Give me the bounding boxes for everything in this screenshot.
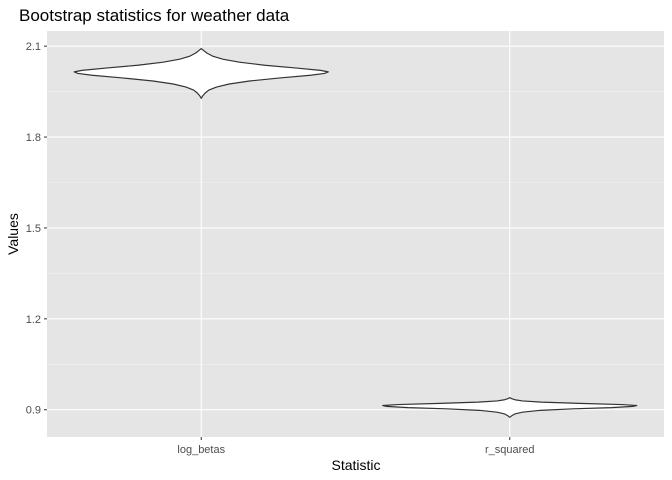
y-axis: 0.9 1.2 1.5 1.8 2.1 bbox=[26, 41, 47, 417]
x-tick-label: r_squared bbox=[485, 444, 535, 456]
y-tick-label: 1.5 bbox=[26, 223, 41, 235]
y-axis-title: Values bbox=[5, 213, 21, 255]
y-tick-label: 1.2 bbox=[26, 314, 41, 326]
violin-log-betas bbox=[73, 47, 329, 99]
y-tick-label: 1.8 bbox=[26, 132, 41, 144]
y-tick-label: 0.9 bbox=[26, 405, 41, 417]
violins bbox=[73, 47, 638, 418]
major-gridlines bbox=[47, 31, 664, 437]
chart-title: Bootstrap statistics for weather data bbox=[19, 6, 290, 25]
x-axis-title: Statistic bbox=[331, 457, 380, 473]
x-axis: log_betas r_squared bbox=[177, 437, 535, 456]
y-tick-label: 2.1 bbox=[26, 41, 41, 53]
minor-gridlines bbox=[47, 91, 664, 365]
violin-r-squared bbox=[382, 397, 638, 418]
plot-panel bbox=[47, 31, 664, 437]
x-tick-label: log_betas bbox=[177, 444, 225, 456]
